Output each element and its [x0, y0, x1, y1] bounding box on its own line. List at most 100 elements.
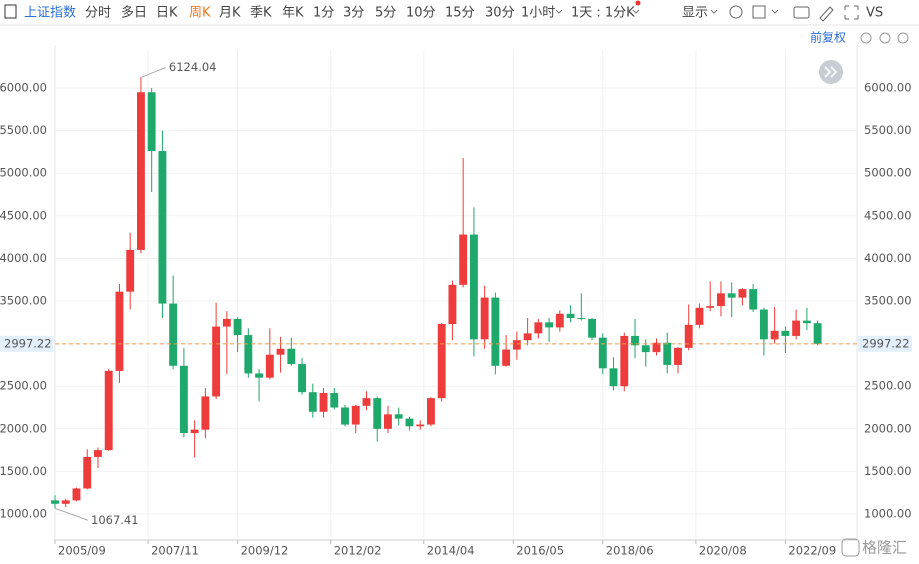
candle-body	[126, 249, 135, 292]
y2-tick-label: 5500.00	[864, 123, 912, 137]
candle-body	[255, 373, 264, 378]
candle-body	[83, 456, 92, 489]
period-tabs: 分时 多日 日K 周K 月K 季K 年K 1分 3分 5分 10分 15分 30分 1小时	[85, 5, 555, 21]
symbol[interactable]: 上证指数	[24, 6, 76, 21]
candle-body	[674, 347, 682, 365]
candle-body	[620, 335, 629, 387]
candle-body	[51, 500, 59, 504]
candle-body	[437, 324, 446, 399]
candle-body	[566, 313, 575, 319]
candle-body	[244, 335, 253, 374]
candle-body	[201, 396, 210, 430]
watermark: 格隆汇	[862, 539, 907, 557]
annotation-label: 1067.41	[91, 513, 139, 527]
candle-body	[545, 322, 554, 328]
candle-body	[384, 414, 392, 429]
dropdown-caret[interactable]	[771, 9, 779, 14]
candle-body	[373, 398, 382, 429]
candle-body	[652, 342, 661, 353]
period-tab[interactable]: 季K	[250, 6, 272, 21]
candle-body	[61, 500, 70, 504]
dropdown-caret[interactable]	[710, 9, 718, 14]
candle-body	[94, 450, 102, 457]
candle-body	[727, 293, 736, 298]
candle-body	[631, 335, 639, 346]
candle-body	[598, 337, 607, 369]
candle-body	[190, 429, 199, 434]
candle-body	[749, 289, 758, 310]
last-price-badge	[0, 335, 53, 352]
period-tab[interactable]: 10分	[406, 6, 436, 21]
expand-arrows	[824, 66, 838, 78]
settings-icon[interactable]	[729, 5, 743, 19]
camera-icon[interactable]	[793, 6, 810, 19]
period-tab[interactable]: 1分	[313, 6, 334, 21]
candle-body	[104, 370, 113, 451]
period-tab[interactable]: 5分	[375, 6, 396, 21]
period-tab[interactable]: 多日	[121, 5, 147, 21]
candle-body	[802, 320, 811, 324]
y-tick-label: 6000.00	[0, 81, 47, 95]
candle-body	[222, 318, 231, 327]
candle-body	[469, 234, 478, 340]
candle-body	[813, 323, 822, 344]
candle-body	[394, 414, 403, 419]
x-tick-label: 2022/09	[788, 544, 836, 558]
x-tick-label: 2016/05	[516, 544, 564, 558]
candle-body	[233, 318, 242, 336]
zoom-out-icon[interactable]	[879, 32, 891, 44]
y-tick-label: 5000.00	[0, 166, 47, 180]
period-tab[interactable]: 周K	[189, 6, 211, 21]
candle-body	[265, 354, 274, 378]
period-tab[interactable]: 1小时	[521, 6, 555, 21]
candle-body	[115, 291, 124, 371]
panel-icon[interactable]	[4, 4, 17, 19]
adjust-mode[interactable]: 前复权	[810, 30, 846, 45]
y2-tick-label: 6000.00	[864, 81, 912, 95]
plot: 1000.00 1000.00 1500.00 1500.00 2000.00 2000.…	[0, 45, 912, 558]
interval[interactable]: 1天 : 1分K	[571, 6, 635, 21]
period-tab[interactable]: 月K	[219, 6, 241, 21]
candle-body	[534, 322, 543, 334]
candle-body	[706, 306, 715, 308]
y2-tick-label: 4000.00	[864, 251, 912, 265]
x-tick-label: 2009/12	[241, 544, 289, 558]
y-tick-label: 5500.00	[0, 123, 47, 137]
period-tab[interactable]: 3分	[343, 6, 364, 21]
period-tab[interactable]: 分时	[85, 6, 111, 21]
y2-tick-label: 1000.00	[864, 507, 912, 521]
candle-body	[448, 284, 457, 325]
candle-body	[169, 303, 178, 366]
candle-body	[523, 333, 532, 341]
annotation-leader	[140, 66, 167, 78]
draw-icon[interactable]	[819, 6, 834, 22]
candle-body	[147, 92, 156, 152]
period-tab[interactable]: 30分	[485, 6, 515, 21]
undo-icon[interactable]	[860, 32, 872, 44]
last-price-label: 2997.22	[862, 336, 910, 350]
y2-tick-label: 2000.00	[864, 421, 912, 435]
y-tick-label: 2500.00	[0, 379, 47, 393]
y-tick-label: 4000.00	[0, 251, 47, 265]
y-tick-label: 1000.00	[0, 507, 47, 521]
candle-body	[362, 398, 371, 406]
period-tab[interactable]: 年K	[282, 6, 304, 21]
checkbox-icon[interactable]	[752, 5, 766, 19]
dropdown-caret[interactable]	[555, 9, 563, 14]
zoom-in-icon[interactable]	[897, 32, 909, 44]
candle-body	[717, 293, 725, 307]
y-tick-label: 3500.00	[0, 294, 47, 308]
candle-body	[792, 320, 801, 336]
candle-body	[136, 92, 145, 250]
dropdown-caret[interactable]	[632, 9, 640, 14]
candle-body	[695, 307, 704, 325]
candle-body	[770, 330, 779, 340]
display-menu[interactable]: 显示	[682, 6, 708, 21]
fullscreen-icon[interactable]	[844, 5, 859, 20]
candle-body	[351, 405, 360, 425]
period-tab[interactable]: 15分	[445, 6, 475, 21]
period-tab[interactable]: 日K	[156, 6, 178, 21]
compare[interactable]: VS	[866, 6, 883, 21]
last-price-badge	[858, 335, 912, 352]
